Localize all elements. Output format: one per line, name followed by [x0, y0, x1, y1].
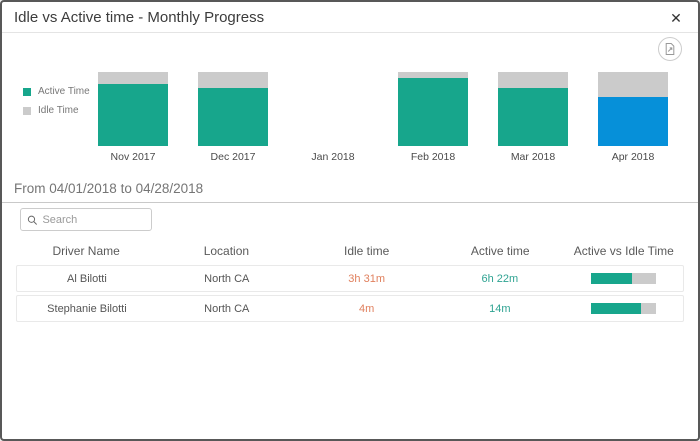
- idle-segment: [498, 72, 568, 88]
- search-box[interactable]: [20, 208, 152, 231]
- search-input[interactable]: [42, 213, 145, 226]
- month-label: Dec 2017: [210, 151, 256, 163]
- active-vs-idle-bar: [590, 303, 656, 314]
- month-label: Feb 2018: [410, 151, 456, 163]
- active-segment: [498, 87, 568, 146]
- idle-segment: [198, 72, 268, 89]
- legend-label-active: Active Time: [38, 86, 90, 97]
- month-label: Mar 2018: [510, 151, 556, 163]
- driver-name-cell: Al Bilotti: [67, 272, 107, 285]
- table-body: Al Bilotti North CA 3h 31m 6h 22m Stepha…: [16, 265, 684, 322]
- active-vs-idle-cell: [563, 273, 683, 284]
- bar-column-mar-2018[interactable]: Mar 2018: [498, 72, 568, 163]
- month-label: Nov 2017: [110, 151, 156, 163]
- table-header-row: Driver Name Location Idle time Active ti…: [16, 240, 684, 261]
- bar-column-feb-2018[interactable]: Feb 2018: [398, 72, 468, 163]
- column-header-idle-time: Idle time: [343, 243, 390, 258]
- active-vs-idle-bar: [590, 273, 656, 284]
- export-button[interactable]: [658, 37, 682, 61]
- legend-item-idle-time[interactable]: Idle Time: [23, 105, 90, 116]
- column-header-active-vs-idle: Active vs Idle Time: [573, 243, 674, 258]
- active-segment: [198, 88, 268, 146]
- bar-column-dec-2017[interactable]: Dec 2017: [198, 72, 268, 163]
- idle-time-swatch: [23, 106, 31, 115]
- bar-column-nov-2017[interactable]: Nov 2017: [98, 72, 168, 163]
- active-vs-idle-cell: [563, 303, 683, 314]
- dialog-header: Idle vs Active time - Monthly Progress ✕: [2, 2, 698, 33]
- table-row[interactable]: Al Bilotti North CA 3h 31m 6h 22m: [16, 265, 684, 292]
- legend-item-active-time[interactable]: Active Time: [23, 86, 90, 97]
- legend-label-idle: Idle Time: [38, 105, 79, 116]
- active-portion: [590, 303, 642, 314]
- bar-column-jan-2018[interactable]: Jan 2018: [298, 72, 368, 163]
- location-cell: North CA: [204, 272, 250, 285]
- active-segment: [598, 97, 668, 146]
- chart-legend: Active Time Idle Time: [23, 86, 90, 124]
- drivers-table: Driver Name Location Idle time Active ti…: [16, 240, 684, 325]
- idle-segment: [98, 72, 168, 84]
- close-icon[interactable]: ✕: [664, 6, 688, 30]
- month-label: Apr 2018: [611, 151, 655, 163]
- table-row[interactable]: Stephanie Bilotti North CA 4m 14m: [16, 295, 684, 322]
- driver-name-cell: Stephanie Bilotti: [47, 302, 127, 315]
- dialog-title: Idle vs Active time - Monthly Progress: [14, 8, 265, 26]
- active-time-cell: 14m: [489, 302, 511, 315]
- month-label: Jan 2018: [311, 151, 355, 163]
- export-image-icon: [665, 43, 675, 55]
- active-segment: [398, 77, 468, 146]
- column-header-active-time: Active time: [470, 243, 530, 258]
- column-header-location: Location: [203, 243, 250, 258]
- bar-column-apr-2018[interactable]: Apr 2018: [598, 72, 668, 163]
- active-segment: [98, 83, 168, 146]
- active-time-cell: 6h 22m: [481, 272, 519, 285]
- idle-segment: [398, 72, 468, 78]
- idle-segment: [598, 72, 668, 98]
- idle-time-cell: 4m: [359, 302, 375, 315]
- active-time-swatch: [23, 87, 31, 96]
- chart-bars: Nov 2017 Dec 2017 Jan 2018 Feb 2018 Mar 2018…: [98, 72, 668, 163]
- active-portion: [590, 273, 633, 284]
- location-cell: North CA: [204, 302, 250, 315]
- monthly-progress-chart: Active Time Idle Time Nov 2017 Dec 2017 Ja…: [2, 62, 698, 172]
- idle-time-cell: 3h 31m: [348, 272, 385, 285]
- period-heading: From 04/01/2018 to 04/28/2018: [2, 181, 698, 203]
- column-header-driver-name: Driver Name: [52, 243, 120, 258]
- search-icon: [27, 215, 38, 225]
